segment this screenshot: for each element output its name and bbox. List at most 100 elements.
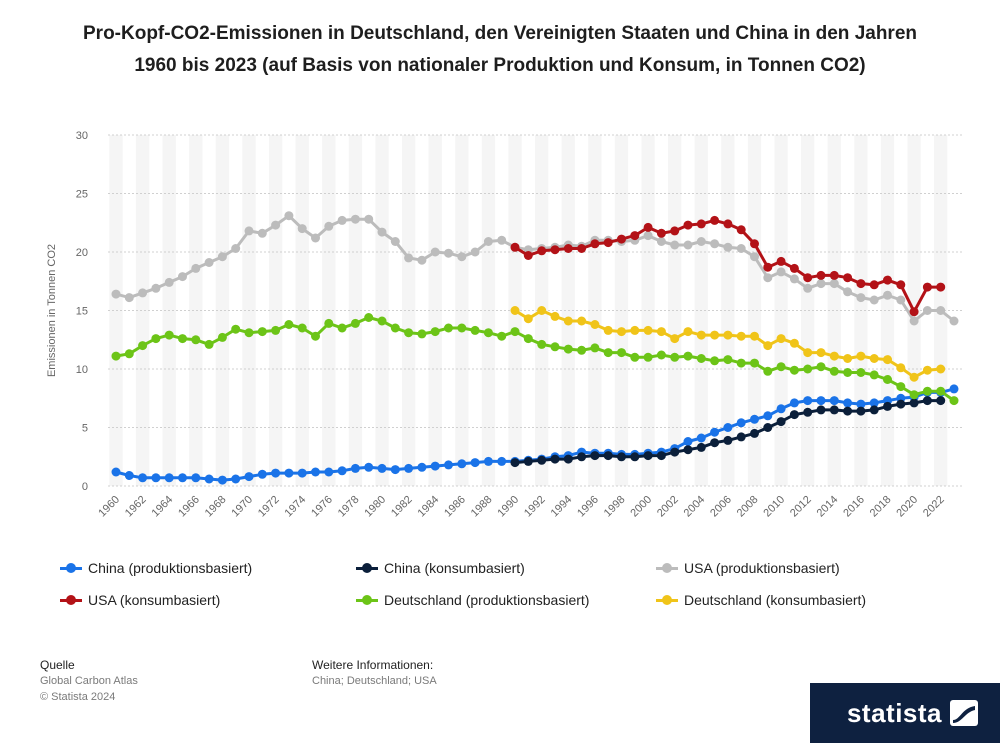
data-point (350, 463, 360, 473)
data-point (231, 244, 241, 253)
year-band (135, 135, 150, 486)
data-point (377, 227, 387, 237)
data-point (723, 435, 733, 445)
data-point (922, 282, 932, 292)
data-point (869, 370, 879, 380)
year-band (428, 135, 442, 486)
data-point (111, 351, 121, 361)
year-band (189, 135, 203, 486)
data-point (869, 354, 879, 363)
data-point (922, 306, 932, 315)
data-point (936, 386, 946, 396)
data-point (204, 474, 214, 484)
data-point (949, 384, 959, 394)
data-point (922, 365, 932, 375)
data-point (936, 306, 946, 315)
data-point (563, 344, 573, 354)
data-point (736, 418, 746, 428)
legend-marker-icon (656, 563, 678, 573)
data-point (736, 358, 746, 368)
data-point (736, 244, 746, 253)
data-point (816, 279, 826, 289)
x-tick-label: 1986 (442, 494, 468, 520)
x-tick-label: 1978 (336, 494, 362, 520)
data-point (630, 352, 640, 362)
chart-title: Pro-Kopf-CO2-Emissionen in Deutschland, … (83, 23, 917, 76)
legend-item-usa-konsum[interactable]: USA (konsumbasiert) (60, 592, 220, 608)
data-point (590, 239, 600, 249)
year-band (668, 135, 682, 486)
data-point (843, 368, 853, 377)
source-line[interactable]: Global Carbon Atlas (40, 675, 138, 687)
x-tick-label: 1966 (176, 494, 202, 520)
data-point (670, 226, 680, 236)
year-band (747, 135, 762, 486)
data-point (337, 215, 347, 225)
data-point (723, 423, 733, 432)
data-point (191, 263, 201, 273)
data-point (550, 245, 560, 255)
data-point (244, 472, 254, 482)
data-point (803, 407, 813, 417)
data-point (497, 235, 507, 245)
data-point (284, 211, 294, 221)
year-band (348, 135, 363, 486)
data-point (523, 456, 533, 466)
data-point (390, 323, 400, 333)
data-point (510, 306, 520, 315)
data-point (337, 323, 347, 333)
data-point (430, 461, 440, 471)
data-point (750, 239, 759, 249)
data-point (909, 390, 919, 400)
legend-item-china-konsum[interactable]: China (konsumbasiert) (356, 560, 525, 576)
data-point (643, 451, 653, 461)
data-point (244, 328, 254, 338)
legend-label: USA (konsumbasiert) (88, 592, 221, 608)
data-point (124, 471, 134, 480)
data-point (483, 456, 493, 466)
data-point (723, 355, 733, 365)
data-point (257, 228, 267, 238)
data-point (390, 465, 400, 475)
data-point (563, 454, 573, 464)
statista-logo[interactable]: statista (810, 683, 1000, 743)
data-point (537, 246, 547, 256)
x-tick-label: 2008 (735, 494, 761, 520)
data-point (856, 368, 866, 377)
data-point (843, 398, 853, 408)
legend-item-usa-produktion[interactable]: USA (produktionsbasiert) (656, 560, 840, 576)
data-point (470, 458, 480, 468)
data-point (763, 366, 773, 376)
data-point (297, 224, 307, 234)
legend-item-deutschland-produktion[interactable]: Deutschland (produktionsbasiert) (356, 592, 589, 608)
data-point (178, 473, 187, 483)
data-point (617, 348, 626, 358)
data-point (324, 467, 334, 477)
data-point (537, 339, 547, 349)
x-tick-label: 1964 (150, 494, 176, 520)
data-point (896, 363, 906, 373)
x-tick-label: 1976 (309, 494, 335, 520)
data-point (763, 423, 773, 432)
legend-item-deutschland-konsum[interactable]: Deutschland (konsumbasiert) (656, 592, 866, 608)
data-point (909, 307, 919, 317)
data-point (670, 334, 680, 344)
data-point (231, 474, 241, 484)
data-point (217, 475, 227, 485)
data-point (803, 273, 813, 283)
data-point (829, 366, 839, 376)
data-point (417, 255, 427, 265)
data-point (736, 331, 746, 341)
data-point (896, 295, 906, 305)
data-point (404, 328, 414, 338)
legend-item-china-produktion[interactable]: China (produktionsbasiert) (60, 560, 252, 576)
legend-label: Deutschland (produktionsbasiert) (384, 592, 590, 608)
x-tick-label: 2020 (894, 494, 920, 520)
data-point (776, 267, 786, 277)
data-point (843, 354, 853, 363)
data-point (829, 396, 839, 406)
data-point (483, 328, 493, 338)
data-point (311, 331, 320, 341)
data-point (550, 311, 560, 321)
x-tick-label: 1960 (96, 494, 122, 520)
